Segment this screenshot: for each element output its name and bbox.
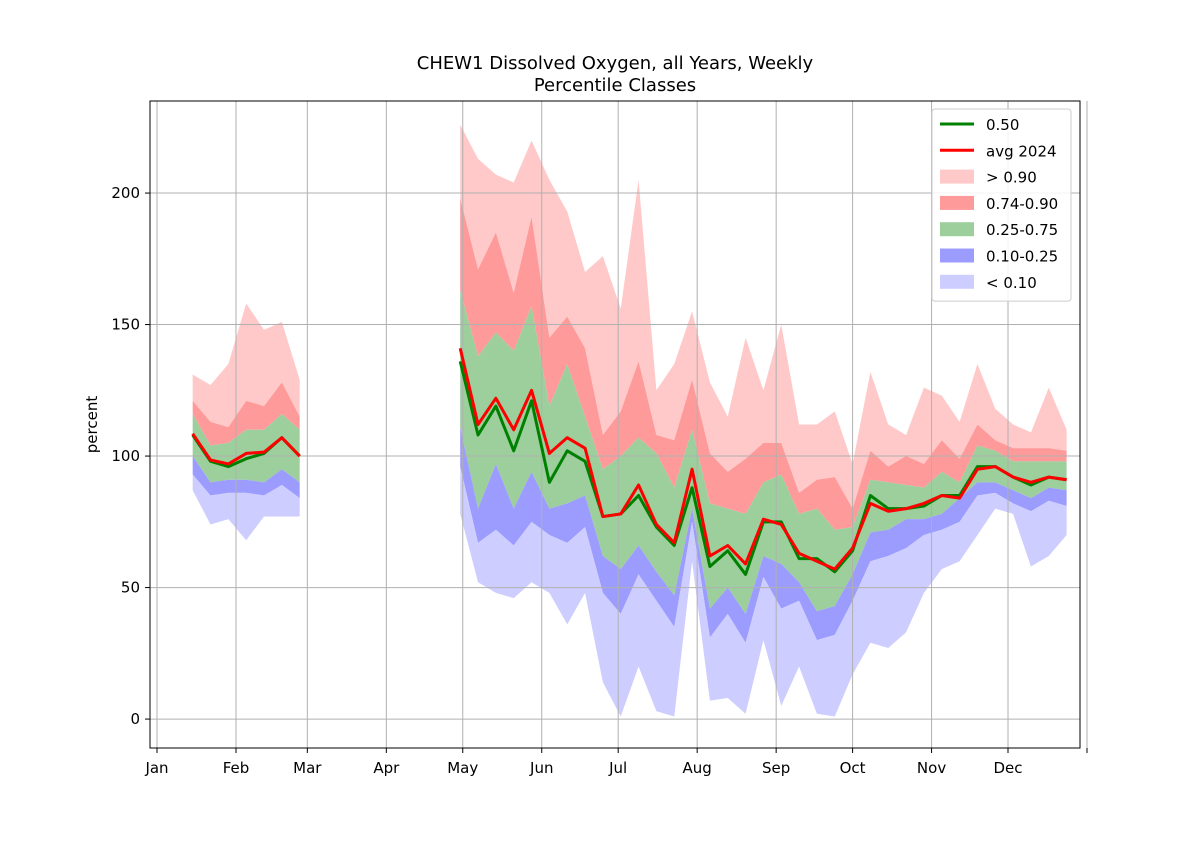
y-tick-label: 100	[111, 447, 140, 465]
x-axis: Jan Feb Mar Apr May Jun Jul Aug Sep Oct Nov Dec	[144, 748, 1088, 777]
x-tick-label: Nov	[917, 759, 946, 777]
legend-patch-swatch	[940, 274, 974, 289]
x-tick-label: Oct	[840, 759, 866, 777]
x-tick-label: May	[447, 759, 478, 777]
y-tick-label: 50	[121, 579, 140, 597]
x-tick-label: Jan	[144, 759, 168, 777]
x-tick-label: Feb	[223, 759, 250, 777]
band-74-90	[192, 382, 300, 446]
legend-label: avg 2024	[986, 142, 1057, 160]
band-gt90	[192, 303, 300, 428]
x-tick-label: Jul	[608, 759, 627, 777]
band-gt90	[460, 124, 1067, 509]
x-tick-label: Apr	[373, 759, 400, 777]
legend-patch-swatch	[940, 222, 974, 237]
legend-label: 0.25-0.75	[986, 221, 1058, 239]
avg-2024-line	[191, 432, 301, 466]
x-tick-label: Mar	[293, 759, 322, 777]
band-25-75	[460, 290, 1067, 614]
x-tick-label: Aug	[683, 759, 712, 777]
legend-label: > 0.90	[986, 169, 1037, 187]
y-tick-label: 0	[130, 710, 140, 728]
series-lines	[191, 347, 1067, 576]
chart-subtitle: Percentile Classes	[534, 75, 696, 96]
legend-label: 0.50	[986, 116, 1019, 134]
x-tick-label: Jun	[529, 759, 553, 777]
y-tick-label: 200	[111, 184, 140, 202]
band-10-25	[460, 427, 1067, 643]
band-lt10	[192, 474, 300, 541]
x-tick-label: Sep	[762, 759, 790, 777]
legend-patch-swatch	[940, 195, 974, 210]
y-axis: 0 50 100 150 200	[111, 184, 150, 728]
legend-patch-swatch	[940, 248, 974, 263]
y-axis-label: percent	[83, 396, 101, 454]
band-lt10	[460, 466, 1067, 717]
percentile-bands	[192, 124, 1067, 717]
plot-frame	[149, 100, 1081, 749]
band-74-90	[460, 198, 1067, 530]
legend: 0.50 avg 2024 > 0.90 0.74-0.90 0.25-0.75 0.10…	[931, 108, 1072, 302]
legend-label: < 0.10	[986, 274, 1037, 292]
legend-label: 0.74-0.90	[986, 195, 1058, 213]
avg-2024-line	[458, 347, 1067, 571]
legend-label: 0.10-0.25	[986, 248, 1058, 266]
legend-patch-swatch	[940, 169, 974, 184]
y-tick-label: 150	[111, 316, 140, 334]
band-10-25	[192, 456, 300, 499]
chart-title: CHEW1 Dissolved Oxygen, all Years, Weekl…	[417, 53, 814, 74]
x-tick-label: Dec	[993, 759, 1022, 777]
